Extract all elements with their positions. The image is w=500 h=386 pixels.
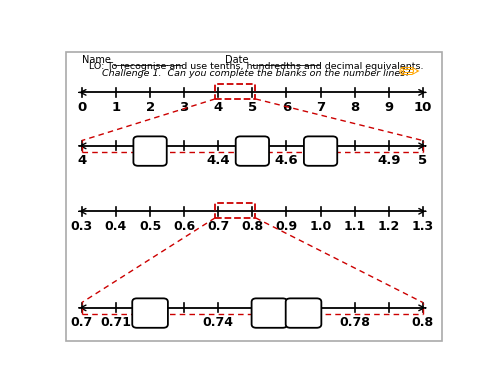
Text: 0.9: 0.9 [276,220,297,233]
Text: 5: 5 [418,154,428,167]
Text: 0: 0 [77,101,86,114]
Text: 1: 1 [112,101,120,114]
Text: Challenge 1.  Can you complete the blanks on the number lines?: Challenge 1. Can you complete the blanks… [102,69,410,78]
Text: LO: To recognise and use tenths, hundredths and decimal equivalents.: LO: To recognise and use tenths, hundred… [89,62,424,71]
Text: 0.4: 0.4 [105,220,127,233]
Text: 0.7: 0.7 [207,220,230,233]
Text: 4.6: 4.6 [274,154,298,167]
FancyBboxPatch shape [304,136,337,166]
Text: 1.0: 1.0 [310,220,332,233]
FancyBboxPatch shape [252,298,287,328]
Bar [215,84,256,99]
Text: 8: 8 [350,101,360,114]
Text: 0.78: 0.78 [339,316,370,329]
FancyBboxPatch shape [66,52,442,340]
Text: 0.71: 0.71 [100,316,132,329]
Text: 3: 3 [180,101,189,114]
FancyBboxPatch shape [134,136,166,166]
Text: 4.4: 4.4 [206,154,230,167]
Text: 4: 4 [214,101,223,114]
Text: 4: 4 [77,154,86,167]
Text: ✏: ✏ [399,61,420,85]
Text: 4.9: 4.9 [377,154,400,167]
Text: 0.6: 0.6 [173,220,195,233]
Text: 1.1: 1.1 [344,220,366,233]
Text: 0.8: 0.8 [242,220,264,233]
Text: 5: 5 [248,101,257,114]
Text: 2: 2 [146,101,154,114]
Text: 0.5: 0.5 [139,220,161,233]
Text: 7: 7 [316,101,325,114]
Text: 6: 6 [282,101,291,114]
Text: Name ______________: Name ______________ [82,54,182,65]
Text: 10: 10 [414,101,432,114]
Text: 9: 9 [384,101,394,114]
FancyBboxPatch shape [236,136,269,166]
Text: Date ______________: Date ______________ [225,54,320,65]
Text: 1.2: 1.2 [378,220,400,233]
Text: 0.8: 0.8 [412,316,434,329]
Text: 0.74: 0.74 [203,316,234,329]
Text: 0.7: 0.7 [71,316,93,329]
FancyBboxPatch shape [132,298,168,328]
Text: 1.3: 1.3 [412,220,434,233]
Text: 0.3: 0.3 [71,220,93,233]
Bar [215,203,256,218]
FancyBboxPatch shape [286,298,322,328]
